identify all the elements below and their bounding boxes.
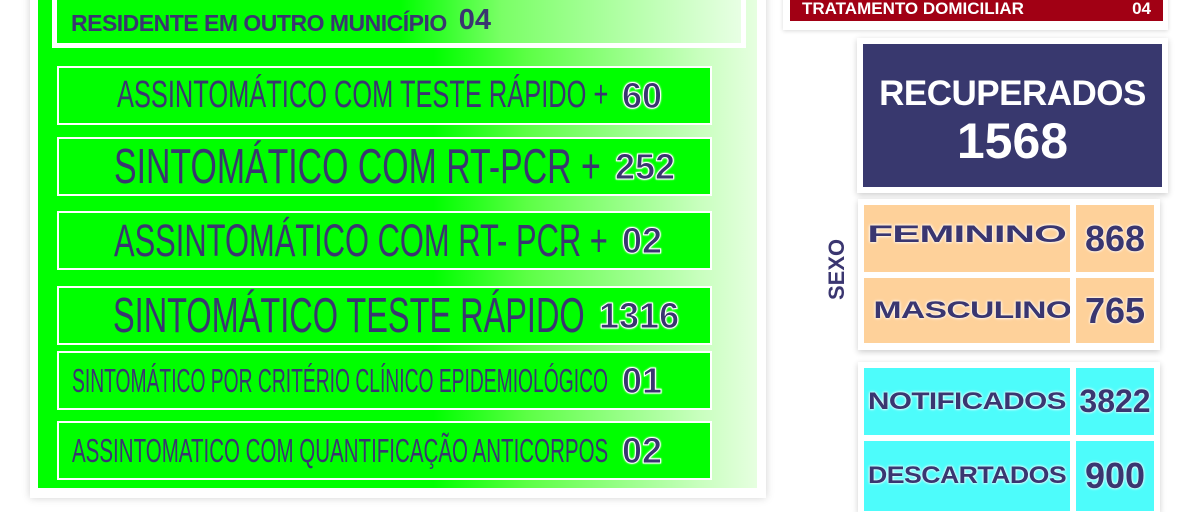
male-label: MASCULINO	[864, 278, 1070, 343]
case-row-value: 60	[621, 74, 663, 116]
case-row: ASSINTOMÁTICO COM RT- PCR + 02	[57, 211, 712, 270]
case-row-label: SINTOMÁTICO COM RT-PCR +	[114, 139, 601, 194]
cell-label-text: DESCARTADOS	[867, 462, 1067, 489]
case-row-label: SINTOMÁTICO TESTE RÁPIDO	[113, 288, 585, 343]
discarded-label: DESCARTADOS	[864, 441, 1070, 511]
case-row-value: 01	[621, 359, 663, 401]
cell-label-text: MASCULINO	[873, 296, 1070, 324]
notified-value: 3822	[1076, 368, 1154, 435]
case-row: SINTOMÁTICO POR CRITÉRIO CLÍNICO EPIDEMI…	[57, 351, 712, 410]
case-row-value: 02	[621, 219, 663, 261]
resident-value: 04	[458, 4, 492, 36]
discarded-value: 900	[1076, 441, 1154, 511]
female-label: FEMININO	[864, 205, 1070, 272]
case-row-label: SINTOMÁTICO POR CRITÉRIO CLÍNICO EPIDEMI…	[72, 361, 608, 399]
case-row-value: 02	[621, 429, 663, 471]
case-row-label: ASSINTOMÁTICO COM RT- PCR +	[114, 214, 608, 266]
cell-label-text: FEMININO	[867, 220, 1067, 248]
case-row-value: 252	[614, 145, 676, 187]
case-row: ASSINTOMÁTICO COM TESTE RÁPIDO + 60	[57, 66, 712, 125]
resident-other-municipality-box: RESIDENTE EM OUTRO MUNICÍPIO 04	[52, 0, 746, 48]
case-row-label: ASSINTOMÁTICO COM TESTE RÁPIDO +	[117, 74, 609, 116]
cell-label-text: NOTIFICADOS	[868, 387, 1066, 415]
recovered-box: RECUPERADOS 1568	[863, 44, 1162, 187]
sex-title: SEXO	[824, 238, 849, 300]
home-treatment-box: TRATAMENTO DOMICILIAR 04	[790, 0, 1163, 21]
notified-label: NOTIFICADOS	[864, 368, 1070, 435]
home-treatment-value: 04	[1132, 0, 1151, 18]
recovered-value: 1568	[956, 113, 1069, 169]
case-row-label: ASSINTOMATICO COM QUANTIFICAÇÃO ANTICORP…	[72, 431, 609, 469]
home-treatment-label: TRATAMENTO DOMICILIAR	[802, 0, 1024, 18]
recovered-label: RECUPERADOS	[879, 74, 1146, 113]
case-row-value: 1316	[598, 294, 680, 336]
case-row: SINTOMÁTICO TESTE RÁPIDO 1316	[57, 286, 712, 345]
resident-label: RESIDENTE EM OUTRO MUNICÍPIO	[71, 10, 447, 36]
female-value: 868	[1076, 205, 1154, 272]
male-value: 765	[1076, 278, 1154, 343]
case-row: ASSINTOMATICO COM QUANTIFICAÇÃO ANTICORP…	[57, 421, 712, 480]
case-row: SINTOMÁTICO COM RT-PCR + 252	[57, 137, 712, 196]
